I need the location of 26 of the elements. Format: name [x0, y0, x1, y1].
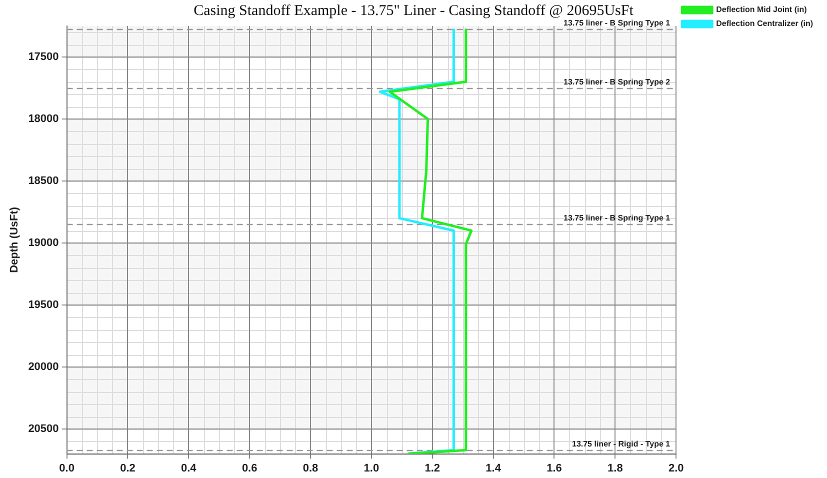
legend-label: Deflection Centralizer (in): [716, 19, 814, 28]
legend-label: Deflection Mid Joint (in): [716, 5, 808, 14]
ref-line-label: 13.75 liner - B Spring Type 1: [564, 18, 671, 28]
x-tick-label: 1.2: [424, 462, 440, 474]
y-axis-title: Depth (UsFt): [8, 206, 21, 273]
y-tick-label: 19000: [28, 237, 59, 250]
y-tick-label: 19500: [28, 299, 59, 312]
x-tick-label: 1.0: [364, 462, 380, 474]
x-tick-label: 2.0: [668, 462, 684, 474]
x-tick-label: 0.2: [120, 462, 136, 474]
ref-line-label: 13.75 liner - B Spring Type 1: [564, 214, 671, 223]
x-tick-label: 0.0: [59, 462, 74, 474]
x-tick-label: 0.8: [302, 462, 318, 474]
ref-line-label: 13.75 liner - Rigid - Type 1: [572, 440, 671, 449]
ref-line-label: 13.75 liner - B Spring Type 2: [564, 78, 671, 87]
x-tick-label: 1.6: [546, 462, 562, 474]
x-tick-label: 1.8: [608, 462, 623, 474]
y-tick-label: 17500: [28, 51, 59, 64]
y-tick-label: 18500: [28, 175, 59, 188]
x-tick-label: 0.4: [181, 462, 198, 474]
y-tick-label: 20500: [28, 423, 59, 436]
y-tick-label: 18000: [28, 113, 59, 126]
y-tick-label: 20000: [28, 361, 59, 374]
chart-title: Casing Standoff Example - 13.75" Liner - Casing Standoff @ 20695UsFt: [194, 2, 634, 19]
x-tick-label: 0.6: [242, 462, 258, 474]
x-tick-label: 1.4: [486, 462, 502, 474]
